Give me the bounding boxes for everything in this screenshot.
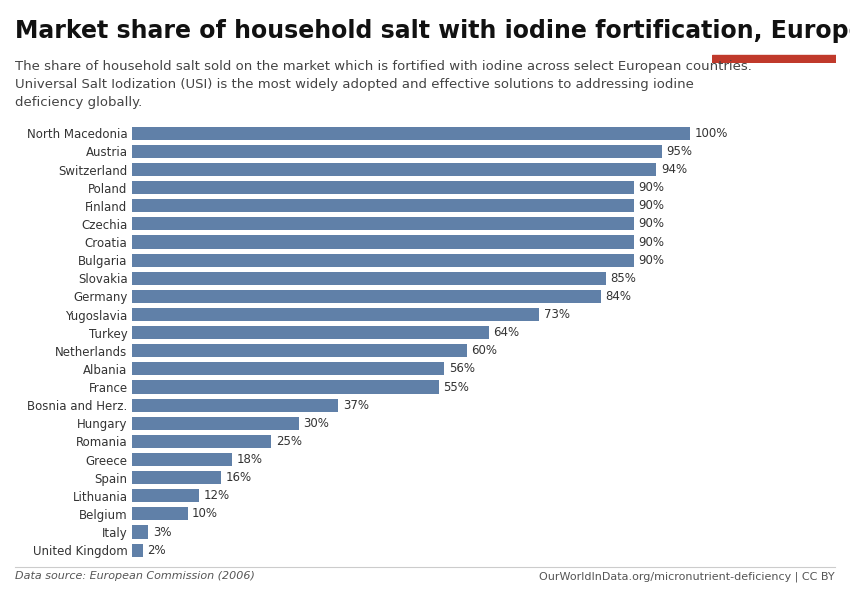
- Bar: [132, 544, 143, 557]
- Text: 56%: 56%: [449, 362, 474, 376]
- Text: OurWorldInData.org/micronutrient-deficiency | CC BY: OurWorldInData.org/micronutrient-deficie…: [539, 571, 835, 582]
- Bar: [132, 181, 634, 194]
- Bar: [132, 127, 690, 140]
- Bar: [132, 163, 656, 176]
- Bar: [132, 417, 299, 430]
- Text: in Data: in Data: [750, 35, 798, 48]
- Text: 100%: 100%: [694, 127, 728, 140]
- Text: 55%: 55%: [443, 380, 469, 394]
- Text: 84%: 84%: [605, 290, 631, 303]
- Bar: [132, 398, 338, 412]
- Text: 18%: 18%: [236, 453, 263, 466]
- Text: 73%: 73%: [544, 308, 570, 321]
- Text: 64%: 64%: [493, 326, 519, 339]
- Text: 37%: 37%: [343, 398, 369, 412]
- Bar: [132, 362, 445, 376]
- Bar: [132, 380, 439, 394]
- Text: Our World: Our World: [740, 17, 808, 31]
- Bar: [132, 199, 634, 212]
- Text: 25%: 25%: [275, 435, 302, 448]
- Bar: [132, 471, 221, 484]
- Bar: [132, 489, 199, 502]
- Bar: [132, 326, 489, 339]
- Text: 3%: 3%: [153, 526, 172, 539]
- Text: Market share of household salt with iodine fortification, Europe: Market share of household salt with iodi…: [15, 19, 850, 43]
- Bar: [132, 290, 600, 303]
- Bar: [132, 217, 634, 230]
- Bar: [132, 435, 271, 448]
- Text: 16%: 16%: [225, 471, 252, 484]
- Bar: [132, 344, 467, 357]
- Text: 90%: 90%: [638, 236, 665, 248]
- Text: 60%: 60%: [471, 344, 497, 357]
- Bar: [132, 272, 606, 285]
- Bar: [132, 508, 188, 520]
- Bar: [712, 55, 836, 63]
- Text: 30%: 30%: [303, 417, 330, 430]
- Text: Data source: European Commission (2006): Data source: European Commission (2006): [15, 571, 255, 581]
- Bar: [132, 526, 149, 539]
- Text: 94%: 94%: [660, 163, 687, 176]
- Bar: [132, 145, 662, 158]
- Text: 90%: 90%: [638, 254, 665, 266]
- Text: 95%: 95%: [666, 145, 693, 158]
- Bar: [132, 235, 634, 248]
- Text: 90%: 90%: [638, 217, 665, 230]
- Bar: [132, 453, 232, 466]
- Bar: [132, 254, 634, 266]
- Bar: [132, 308, 539, 321]
- Text: 10%: 10%: [192, 508, 218, 520]
- Text: 12%: 12%: [203, 489, 230, 502]
- Text: 90%: 90%: [638, 181, 665, 194]
- Text: 85%: 85%: [610, 272, 637, 285]
- Text: 90%: 90%: [638, 199, 665, 212]
- Text: 2%: 2%: [147, 544, 166, 557]
- Text: The share of household salt sold on the market which is fortified with iodine ac: The share of household salt sold on the …: [15, 60, 752, 109]
